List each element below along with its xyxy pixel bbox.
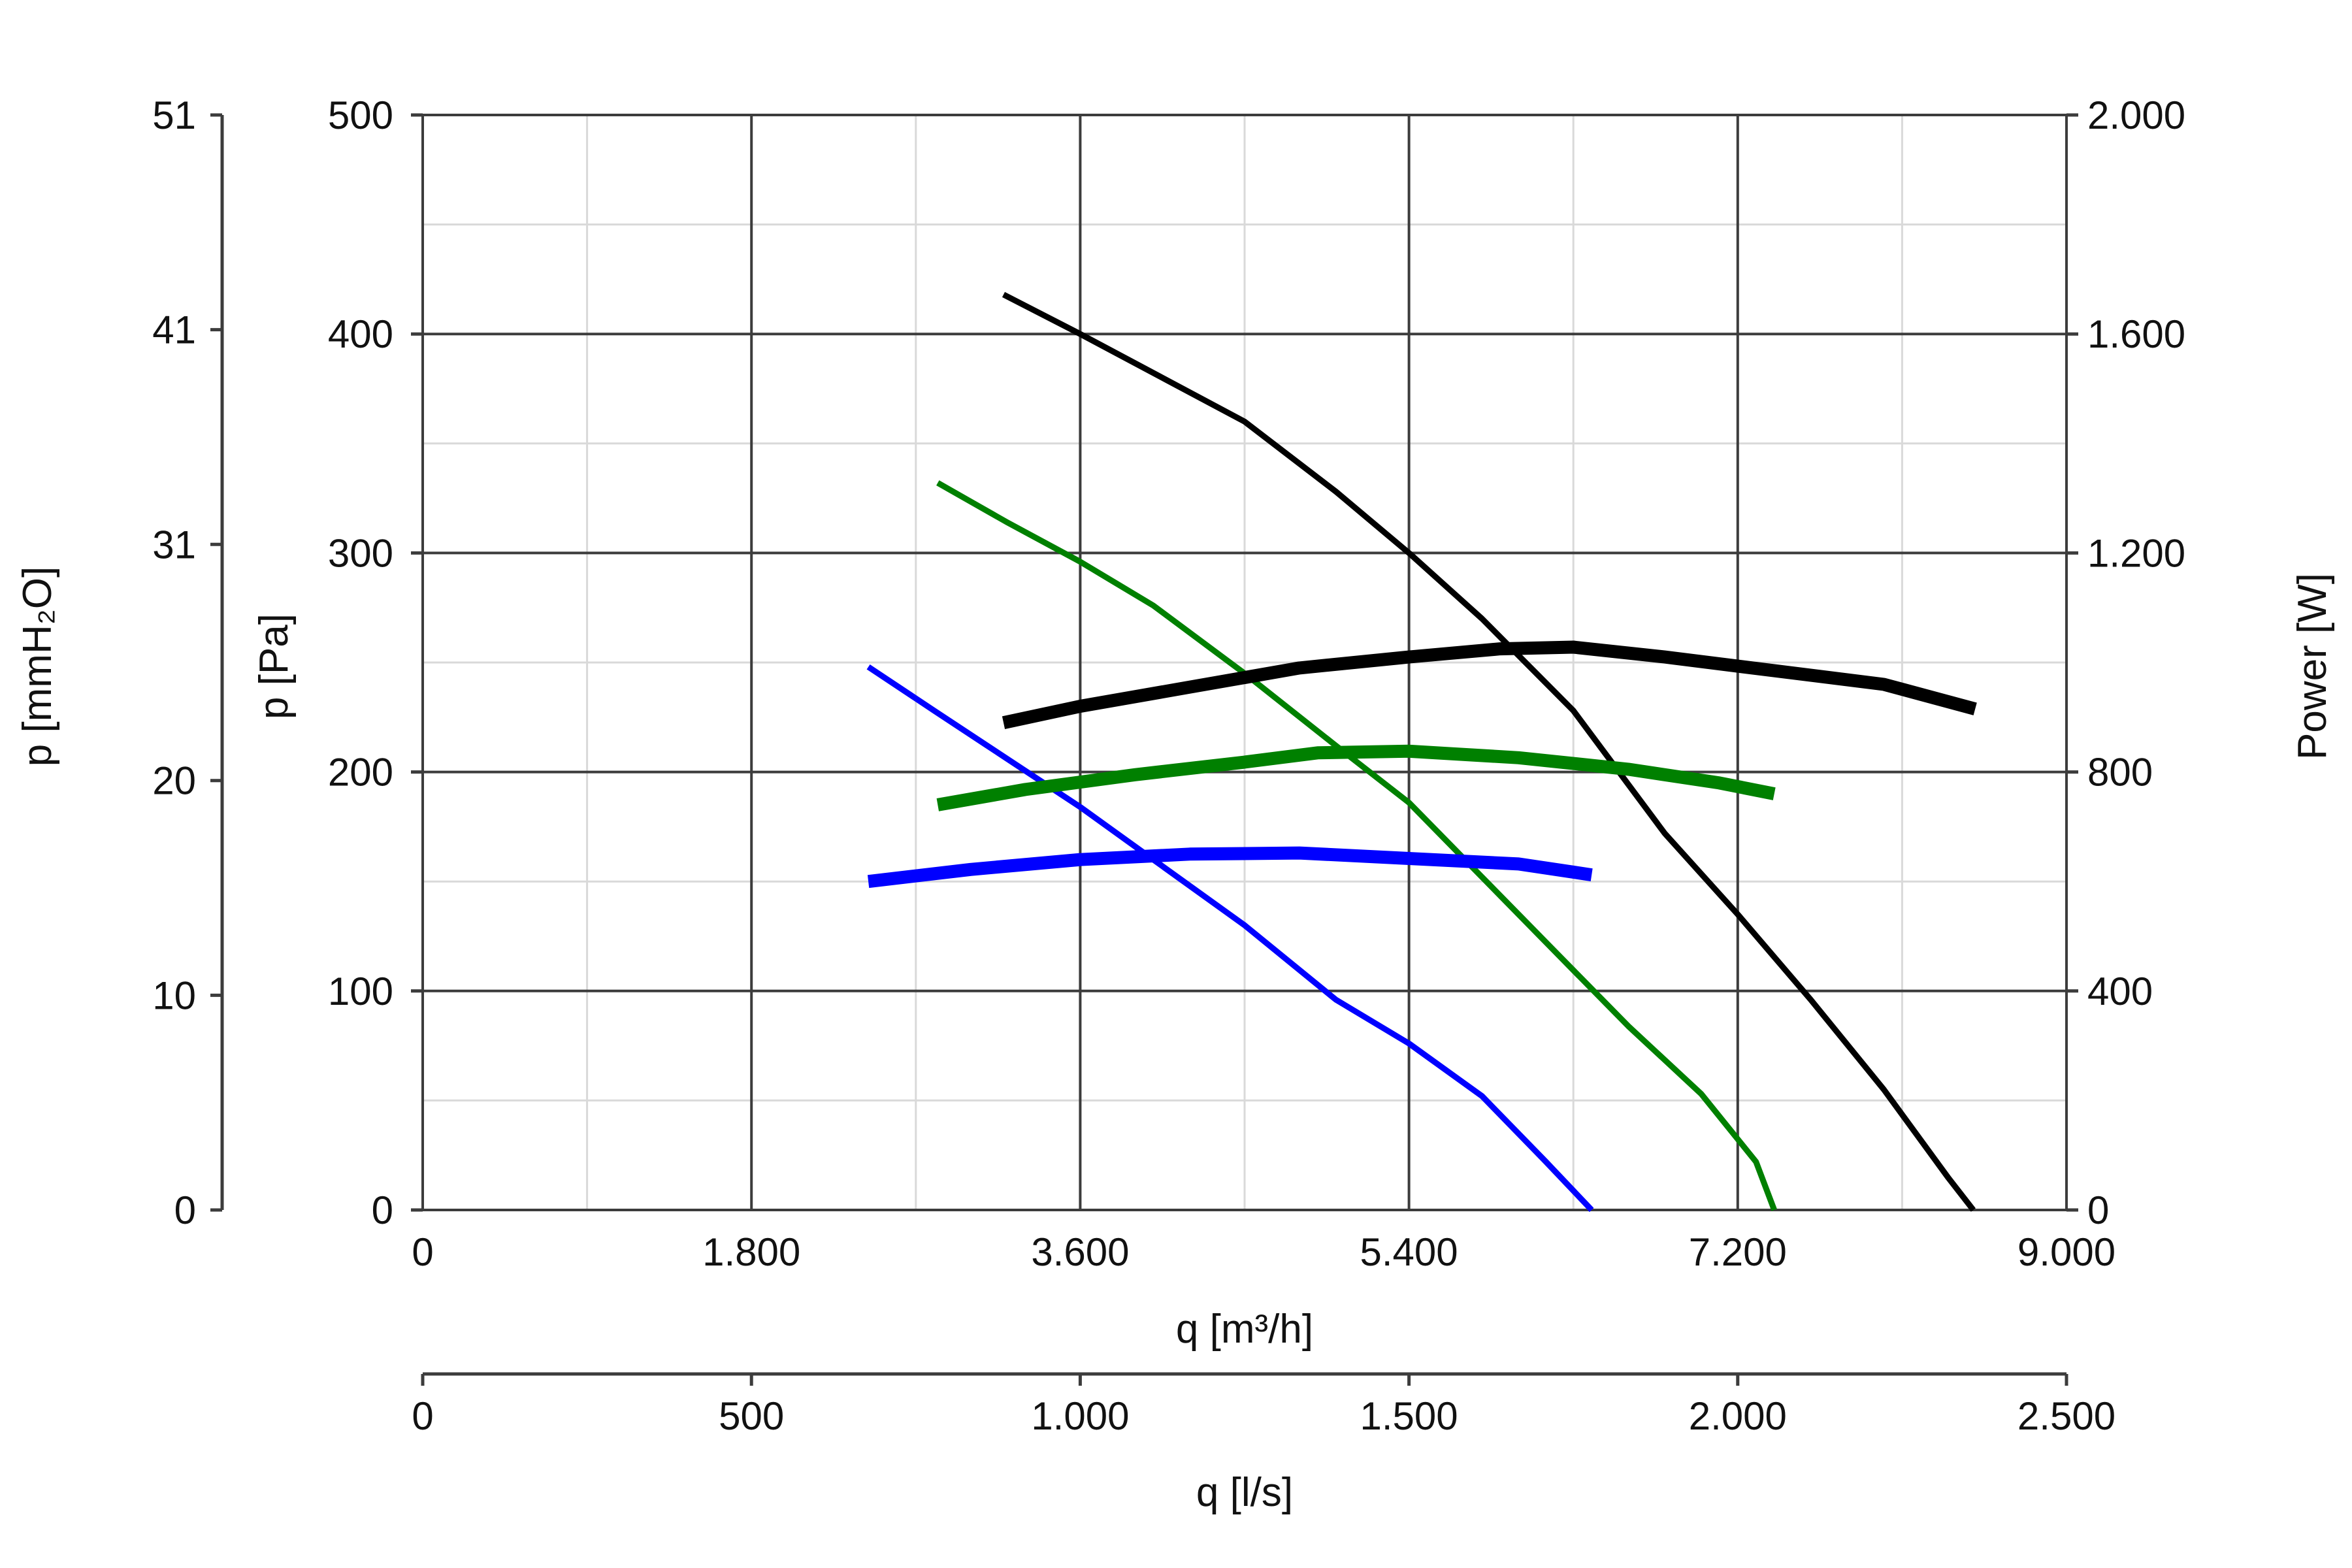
blue-pressure-curve	[866, 664, 1594, 1213]
y-axis-title-pa: p [Pa]	[252, 613, 297, 719]
y-axis-title-mmh2o: p [mmH₂O]	[15, 566, 60, 767]
plot-frame	[421, 114, 2068, 1211]
x-m3h-tick-label: 5.400	[1360, 1230, 1458, 1274]
y-pa-tick-label: 500	[328, 93, 393, 137]
y-power-tick-label: 0	[2087, 1188, 2109, 1232]
x-m3h-tick-label: 7.200	[1689, 1230, 1787, 1274]
y-pa-tick-label: 100	[328, 970, 393, 1013]
y-pa-tick-label: 0	[372, 1188, 393, 1232]
y-axis-title-power: Power [W]	[2290, 573, 2335, 760]
y-power-tick-label: 800	[2087, 751, 2153, 794]
y-mmh2o-tick-label: 20	[152, 759, 196, 803]
x-ls-tick-label: 2.000	[1689, 1394, 1787, 1438]
x-m3h-tick-label: 1.800	[702, 1230, 800, 1274]
y-mmh2o-tick-label: 41	[152, 308, 196, 352]
axes	[210, 113, 2078, 1386]
black-power-curve	[1002, 640, 1977, 729]
green-pressure-curve	[936, 480, 1777, 1211]
black-pressure-curve	[1002, 291, 1976, 1212]
y-mmh2o-tick-label: 0	[174, 1188, 196, 1232]
y-pa-tick-label: 400	[328, 312, 393, 356]
y-power-tick-label: 2.000	[2087, 93, 2185, 137]
x-ls-tick-label: 1.000	[1031, 1394, 1129, 1438]
x-ls-tick-label: 2.500	[2017, 1394, 2115, 1438]
y-pa-tick-label: 200	[328, 751, 393, 794]
x-m3h-tick-label: 9.000	[2017, 1230, 2115, 1274]
y-power-tick-label: 1.600	[2087, 312, 2185, 356]
x-axis-title-ls: q [l/s]	[1196, 1470, 1293, 1515]
y-pa-tick-label: 300	[328, 531, 393, 575]
y-mmh2o-tick-label: 31	[152, 523, 196, 566]
y-mmh2o-tick-label: 51	[152, 93, 196, 137]
x-ls-tick-label: 1.500	[1360, 1394, 1458, 1438]
x-axis-title-m3h: q [m³/h]	[1176, 1307, 1313, 1352]
x-m3h-tick-label: 0	[412, 1230, 433, 1274]
green-power-curve	[936, 744, 1776, 811]
x-m3h-tick-label: 3.600	[1031, 1230, 1129, 1274]
y-power-tick-label: 1.200	[2087, 531, 2185, 575]
y-power-tick-label: 400	[2087, 970, 2153, 1013]
blue-power-curve	[867, 846, 1593, 889]
grid	[421, 114, 2068, 1211]
y-mmh2o-tick-label: 10	[152, 973, 196, 1017]
x-ls-tick-label: 0	[412, 1394, 433, 1438]
curves	[866, 291, 1977, 1213]
x-ls-tick-label: 500	[719, 1394, 784, 1438]
